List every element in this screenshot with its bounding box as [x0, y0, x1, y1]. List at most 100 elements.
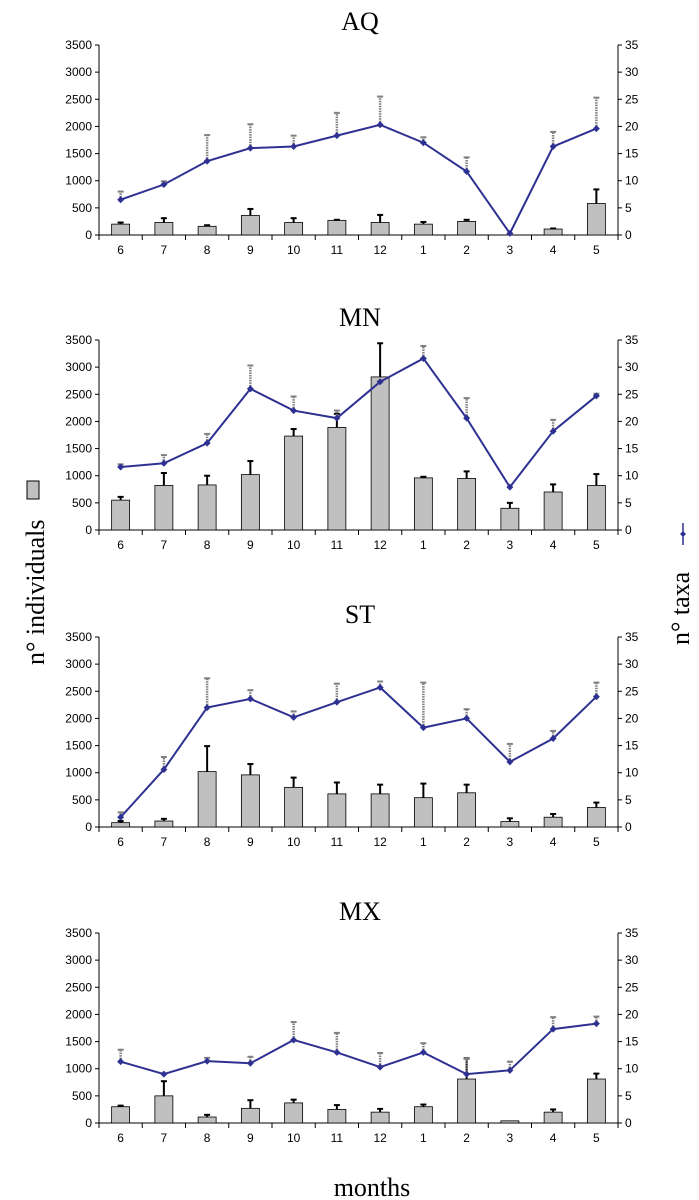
x-tick-label: 3 — [507, 538, 514, 552]
right-y-tick-label: 0 — [625, 820, 632, 834]
x-tick-label: 1 — [420, 835, 427, 849]
right-y-tick-label: 35 — [625, 38, 639, 52]
taxa-point — [592, 125, 600, 133]
right-y-tick-label: 0 — [625, 523, 632, 537]
taxa-point — [549, 427, 557, 435]
individuals-bar — [543, 491, 563, 531]
right-y-tick-label: 20 — [625, 711, 639, 725]
individuals-bar — [240, 1107, 260, 1124]
left-y-tick-label: 3500 — [65, 38, 92, 52]
left-y-tick-label: 3500 — [65, 630, 92, 644]
panel-title-st: ST — [345, 600, 375, 629]
taxa-point — [290, 407, 298, 415]
right-y-tick-label: 35 — [625, 630, 639, 644]
taxa-point — [203, 1057, 211, 1065]
taxa-line — [120, 1022, 597, 1076]
left-y-tick-label: 1500 — [65, 1035, 92, 1049]
taxa-point — [117, 463, 125, 471]
taxa-line — [119, 686, 598, 818]
panel-title-mx: MX — [339, 897, 381, 926]
taxa-point — [160, 181, 168, 189]
left-y-tick-label: 3000 — [65, 65, 92, 79]
right-y-tick-label: 20 — [625, 414, 639, 428]
x-tick-label: 10 — [287, 835, 301, 849]
x-tick-label: 11 — [331, 835, 344, 849]
x-tick-label: 5 — [593, 538, 600, 552]
x-tick-label: 9 — [247, 835, 254, 849]
x-tick-label: 8 — [204, 243, 211, 257]
x-tick-label: 10 — [287, 538, 301, 552]
grey-square-icon — [26, 480, 40, 500]
x-tick-label: 5 — [593, 243, 600, 257]
taxa-point — [549, 735, 557, 743]
x-tick-label: 10 — [287, 1131, 301, 1145]
left-y-tick-label: 2000 — [65, 1007, 92, 1021]
right-y-tick-label: 10 — [625, 1062, 639, 1076]
taxa-point — [419, 139, 427, 147]
x-tick-label: 2 — [463, 835, 470, 849]
individuals-bar — [327, 793, 347, 828]
taxa-point — [246, 385, 254, 393]
right-y-tick-label: 15 — [625, 1035, 639, 1049]
taxa-point — [506, 483, 514, 491]
individuals-bar — [197, 225, 217, 236]
taxa-point — [246, 144, 254, 152]
x-tick-label: 6 — [117, 835, 124, 849]
x-tick-label: 3 — [507, 835, 514, 849]
taxa-point — [203, 704, 211, 712]
left-y-tick-label: 3000 — [65, 953, 92, 967]
taxa-point — [160, 1070, 168, 1078]
individuals-bar — [413, 223, 433, 236]
left-y-tick-label: 500 — [72, 1089, 92, 1103]
x-tick-label: 9 — [247, 538, 254, 552]
individuals-bar — [284, 1102, 304, 1124]
individuals-bar — [413, 797, 433, 828]
x-tick-label: 10 — [287, 243, 301, 257]
taxa-point — [117, 196, 125, 204]
line-with-diamond-marker-icon — [680, 523, 686, 545]
right-y-tick-label: 25 — [625, 684, 639, 698]
taxa-point — [290, 713, 298, 721]
individuals-bar — [457, 1078, 477, 1124]
individuals-bar — [111, 223, 131, 236]
x-tick-label: 3 — [507, 1131, 514, 1145]
taxa-point — [592, 392, 600, 400]
taxa-point — [117, 813, 125, 821]
right-y-tick-label: 25 — [625, 92, 639, 106]
right-y-tick-label: 0 — [625, 1116, 632, 1130]
left-y-tick-label: 0 — [85, 1116, 92, 1130]
taxa-point — [506, 229, 514, 237]
left-y-tick-label: 0 — [85, 820, 92, 834]
right-y-tick-label: 30 — [625, 65, 639, 79]
chart-panel-mx: 0500100015002000250030003500051015202530… — [65, 926, 638, 1145]
left-y-tick-label: 1000 — [65, 469, 92, 483]
taxa-point — [592, 1020, 600, 1028]
x-tick-label: 8 — [204, 835, 211, 849]
x-tick-label: 2 — [463, 243, 470, 257]
individuals-bar — [586, 807, 606, 828]
taxa-point — [376, 1063, 384, 1071]
x-tick-label: 4 — [550, 243, 557, 257]
taxa-point — [549, 143, 557, 151]
left-y-tick-label: 1000 — [65, 174, 92, 188]
right-y-tick-label: 15 — [625, 442, 639, 456]
x-tick-label: 7 — [161, 538, 168, 552]
right-y-tick-label: 30 — [625, 360, 639, 374]
individuals-bar — [284, 222, 304, 236]
taxa-point — [333, 132, 341, 140]
taxa-point — [463, 1070, 471, 1078]
right-y-tick-label: 5 — [625, 201, 632, 215]
chart-panel-mn: 0500100015002000250030003500051015202530… — [65, 333, 638, 552]
left-axis-label: n° individuals — [21, 520, 50, 665]
left-y-tick-label: 2500 — [65, 980, 92, 994]
individuals-bar — [154, 485, 174, 531]
right-y-tick-label: 15 — [625, 739, 639, 753]
left-y-tick-label: 3000 — [65, 360, 92, 374]
individuals-bar — [240, 215, 260, 236]
individuals-bar — [370, 1111, 390, 1124]
right-y-tick-label: 5 — [625, 793, 632, 807]
taxa-point — [333, 414, 341, 422]
x-tick-label: 12 — [373, 538, 387, 552]
x-tick-label: 2 — [463, 1131, 470, 1145]
